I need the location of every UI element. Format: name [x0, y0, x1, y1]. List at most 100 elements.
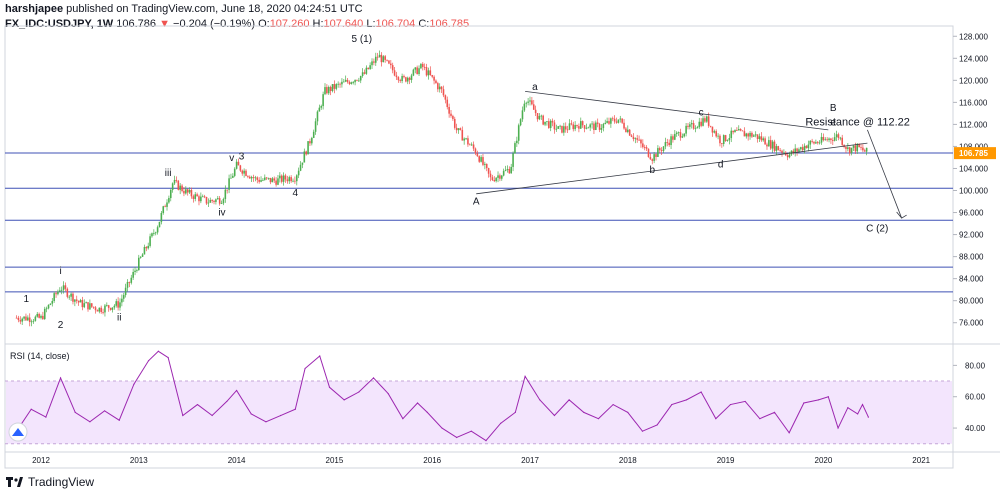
candle-body: [47, 304, 50, 309]
candle-body: [305, 151, 307, 155]
candle-body: [485, 163, 488, 169]
candle-body: [717, 135, 719, 137]
candle-body: [124, 287, 127, 296]
rsi-tick-label: 80.00: [965, 361, 986, 370]
candle-body: [294, 180, 296, 182]
candle-body: [540, 115, 543, 117]
tradingview-logo: TradingView: [6, 474, 94, 490]
wave-label: i: [59, 266, 61, 277]
candle-body: [711, 126, 714, 133]
candle-body: [862, 147, 864, 151]
price-tick-label: 92.000: [959, 231, 984, 240]
price-tick-label: 108.000: [959, 142, 988, 151]
candle-body: [211, 199, 213, 201]
candle-body: [215, 199, 217, 202]
candle-body: [43, 308, 46, 319]
candle-body: [705, 116, 708, 122]
ohlc-line: FX_IDC:USDJPY, 1W 106.786 ▼ −0.204 (−0.1…: [5, 17, 605, 32]
candle-body: [390, 63, 392, 66]
rsi-point: [485, 439, 487, 442]
candle-body: [90, 303, 93, 307]
candle-body: [75, 299, 78, 301]
price-axis: 76.000 80.000 84.000 88.000 92.000 96.000 100.…: [953, 32, 988, 328]
price-tick-label: 116.000: [959, 98, 988, 107]
rsi-point: [744, 400, 746, 403]
candle-body: [408, 77, 411, 80]
rsi-point: [759, 418, 761, 420]
candle-body: [166, 202, 168, 207]
candle-body: [534, 109, 537, 114]
candle-body: [350, 82, 353, 84]
open-value: 107.260: [269, 18, 310, 30]
candle-body: [732, 130, 734, 133]
candle-body: [343, 81, 345, 83]
candle-body: [685, 125, 687, 134]
candle-body: [222, 199, 225, 204]
candle-body: [589, 124, 591, 128]
candle-body: [344, 79, 347, 82]
candle-body: [230, 177, 232, 179]
rsi-point: [250, 413, 252, 415]
candle-body: [412, 69, 415, 76]
candle-body: [388, 60, 390, 64]
candle-body: [237, 161, 240, 166]
candle-body: [666, 142, 669, 143]
candle-body: [60, 289, 63, 291]
author-name[interactable]: harshjapee: [5, 3, 64, 15]
rsi-point: [387, 392, 389, 395]
candle-body: [781, 150, 783, 153]
candle-body: [228, 178, 230, 190]
candle-body: [258, 179, 260, 182]
candle-body: [205, 196, 208, 204]
candle-body: [151, 233, 153, 237]
candle-body: [367, 67, 370, 70]
candle-body: [59, 290, 61, 292]
time-axis: 2012 2013 2014 2015 2016 2017 2018 2019 2020 2021: [32, 456, 931, 465]
candle-body: [391, 65, 394, 71]
horizontal-lines: [5, 152, 953, 293]
candle-body: [736, 130, 738, 131]
rsi-point: [641, 430, 644, 432]
candle-body: [169, 189, 172, 199]
candle-body: [519, 119, 522, 126]
candle-body: [38, 313, 40, 318]
candle-body: [555, 128, 558, 130]
candle-body: [190, 189, 193, 197]
candle-body: [130, 277, 133, 283]
candle-body: [583, 125, 586, 129]
candle-body: [346, 79, 349, 82]
candle-body: [277, 178, 279, 185]
candle-body: [49, 303, 52, 305]
candle-body: [100, 307, 102, 313]
trendlines: [476, 90, 907, 219]
candle-body: [414, 67, 417, 70]
candle-body: [480, 157, 482, 162]
candle-body: [467, 138, 469, 145]
scroll-to-start-icon[interactable]: [8, 422, 28, 442]
candle-body: [339, 83, 341, 85]
candle-body: [269, 177, 272, 183]
candle-body: [311, 137, 313, 144]
candle-body: [232, 175, 234, 178]
candle-body: [307, 141, 309, 155]
candle-body: [798, 149, 800, 152]
candle-body: [216, 198, 219, 200]
candle-body: [185, 189, 187, 194]
candle-body: [805, 145, 808, 149]
candle-body: [55, 293, 57, 295]
candle-body: [764, 138, 766, 145]
candle-body: [749, 132, 751, 137]
candle-body: [602, 123, 605, 128]
candle-body: [326, 87, 328, 94]
rsi-point: [867, 416, 869, 418]
candle-body: [354, 79, 356, 83]
candle-body: [453, 118, 456, 128]
candle-body: [559, 125, 561, 127]
candle-body: [335, 84, 338, 89]
candle-body: [634, 138, 637, 140]
candle-body: [113, 305, 116, 308]
candle-body: [707, 116, 710, 126]
candle-body: [775, 146, 778, 151]
open-label: O:: [258, 18, 270, 30]
